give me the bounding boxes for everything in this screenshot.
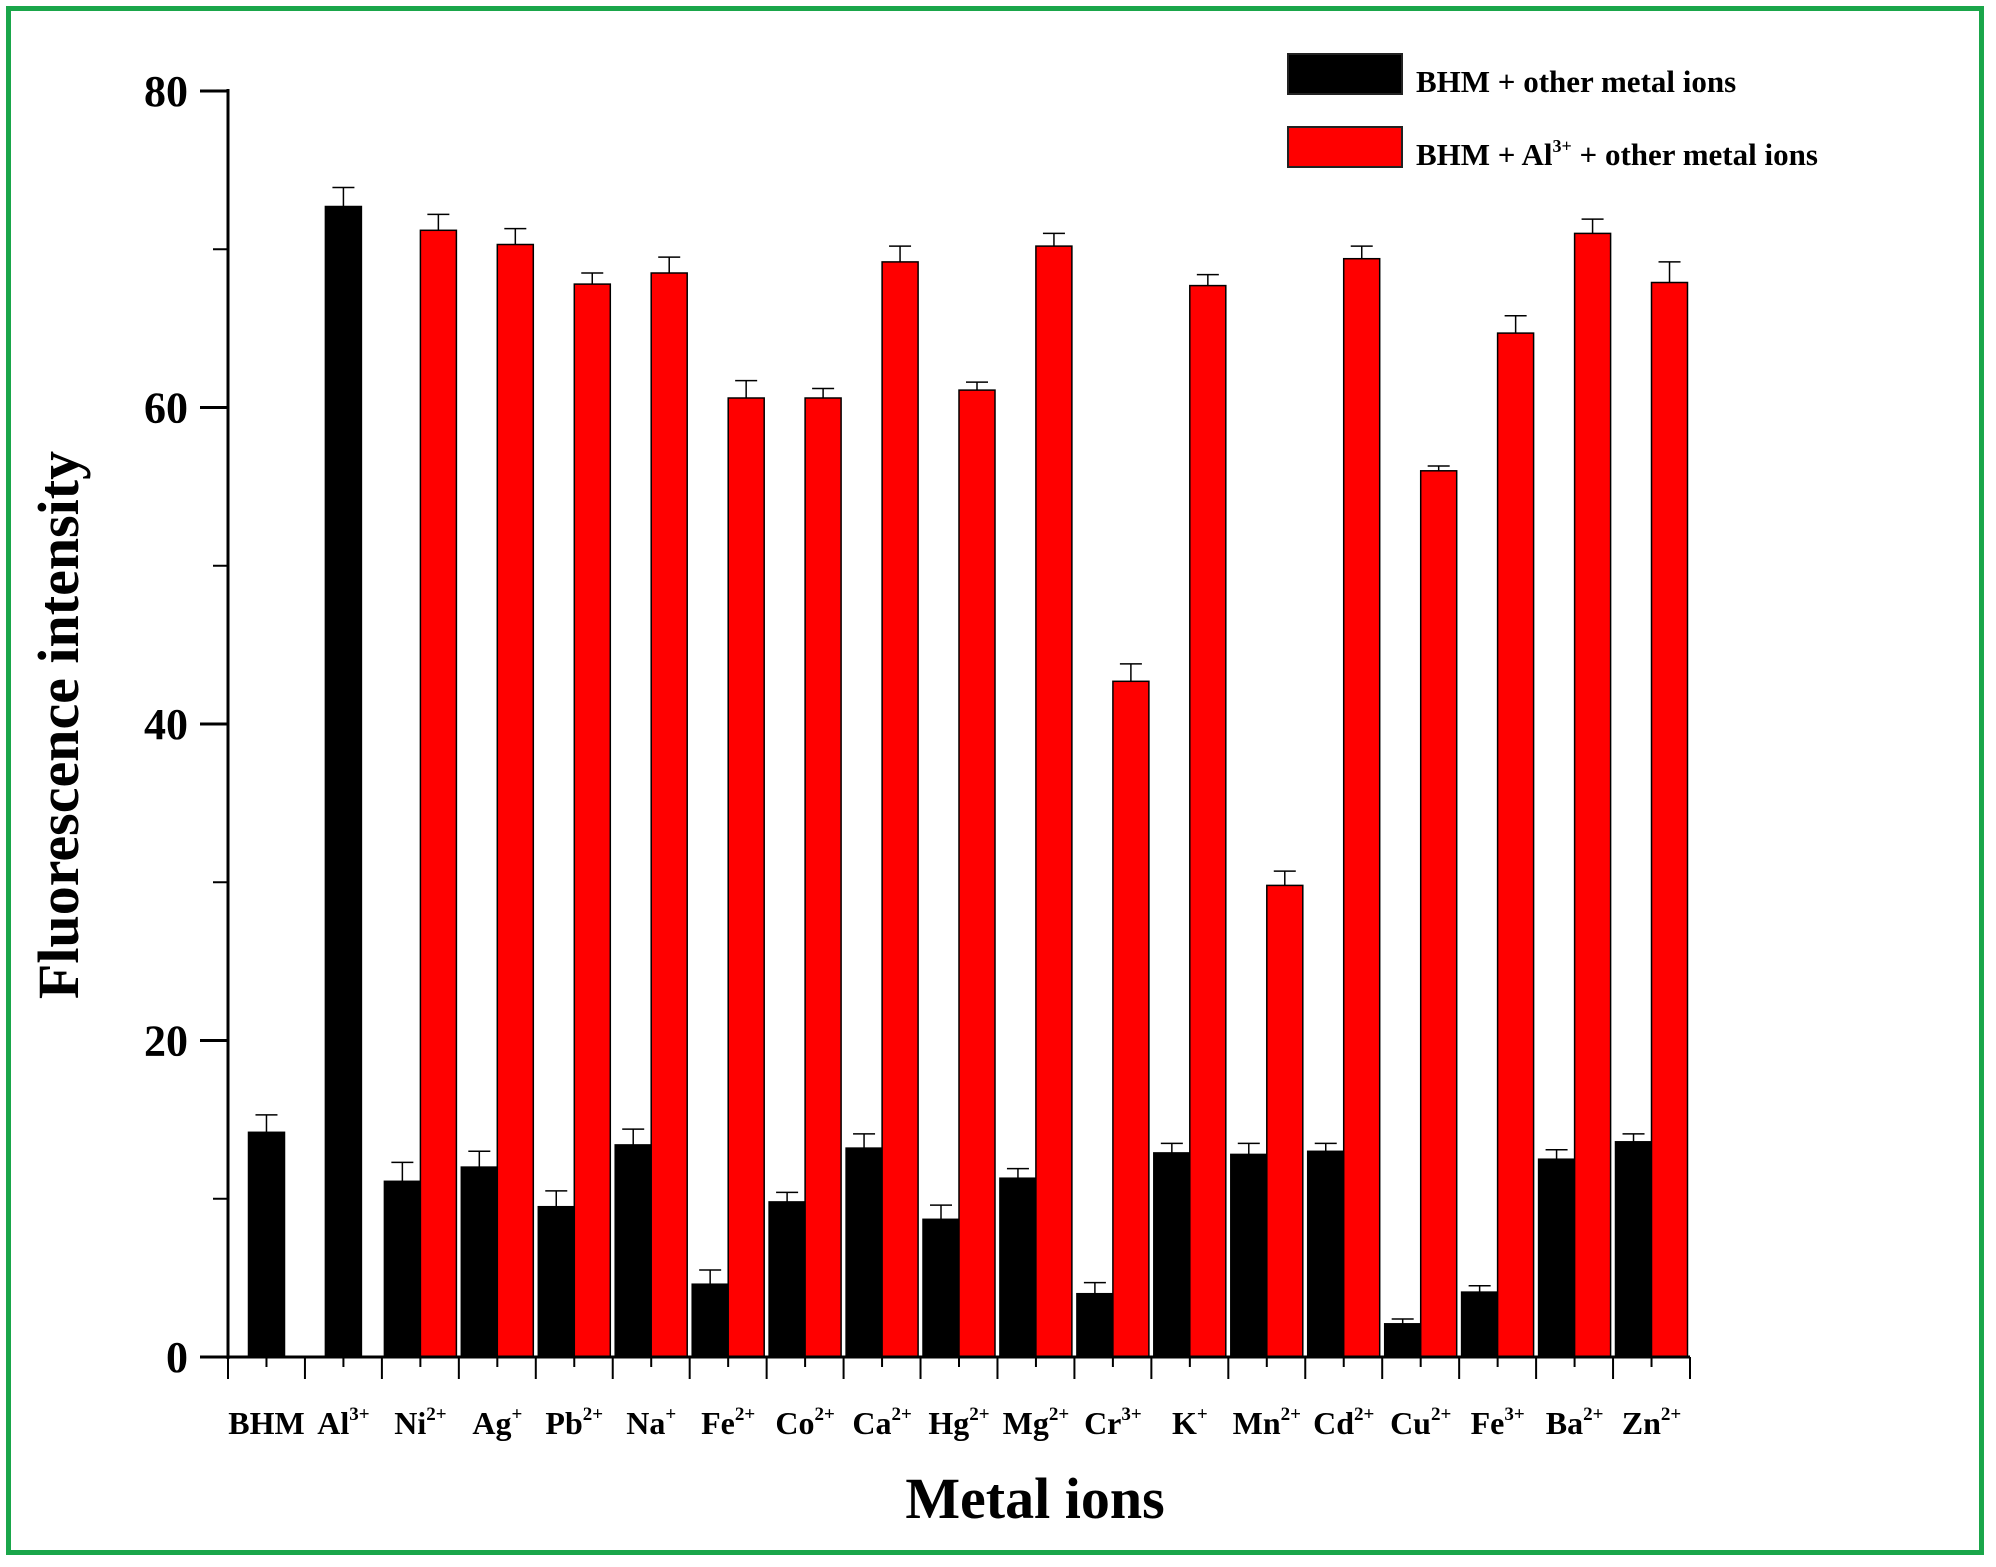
bar	[1266, 884, 1304, 1358]
bar	[845, 1147, 883, 1358]
legend: BHM + other metal ions BHM + Al3+ + othe…	[1287, 53, 1818, 172]
bar	[324, 205, 363, 1358]
bar	[383, 1180, 422, 1358]
bar	[1614, 1141, 1653, 1358]
y-axis-title: Fluorescence intensity	[26, 451, 91, 999]
bar	[1342, 257, 1381, 1358]
x-tick-label: Na+	[626, 1404, 676, 1441]
bar	[1496, 332, 1535, 1358]
bar	[1230, 1153, 1268, 1358]
bar	[727, 397, 765, 1358]
bar	[1650, 281, 1689, 1358]
labels-layer: BHM Al3+ Ni2+ Ag+ Pb2+ Na+ Fe2+ Co2+ Ca2+ Hg2+ Mg2…	[144, 67, 1681, 1441]
x-tick-label: Cu2+	[1390, 1404, 1451, 1441]
bar	[1419, 470, 1458, 1358]
legend-swatch-red	[1287, 126, 1403, 168]
x-tick-label: Ba2+	[1546, 1404, 1604, 1441]
x-tick-label: Ca2+	[852, 1404, 911, 1441]
bar	[1035, 245, 1073, 1358]
bar	[1189, 284, 1227, 1358]
bar	[804, 397, 842, 1358]
y-tick-label: 80	[144, 67, 188, 116]
bar	[1153, 1152, 1191, 1358]
x-tick-label: Al3+	[317, 1404, 369, 1441]
x-tick-label: Co2+	[775, 1404, 834, 1441]
y-tick-label: 20	[144, 1017, 188, 1066]
bar	[419, 229, 458, 1358]
bar	[922, 1218, 960, 1358]
x-tick-label: Cr3+	[1084, 1404, 1142, 1441]
legend-swatch-black	[1287, 53, 1403, 95]
bar	[1306, 1150, 1345, 1358]
y-tick-label: 40	[144, 700, 188, 749]
bar	[650, 272, 688, 1358]
x-tick-label: Zn2+	[1622, 1404, 1681, 1441]
x-axis-title: Metal ions	[905, 1466, 1164, 1531]
x-tick-label: K+	[1172, 1404, 1208, 1441]
bar	[1076, 1292, 1114, 1358]
bar	[537, 1205, 576, 1358]
bar	[881, 261, 919, 1358]
bar	[247, 1131, 286, 1358]
bar	[999, 1177, 1037, 1358]
bar	[573, 283, 612, 1358]
x-tick-label: BHM	[228, 1405, 304, 1441]
legend-label-series-2: BHM + Al3+ + other metal ions	[1416, 136, 1818, 172]
x-tick-label: Fe3+	[1471, 1404, 1525, 1441]
bars-layer	[247, 186, 1689, 1358]
bar	[691, 1283, 729, 1358]
bar	[460, 1166, 499, 1358]
bar	[614, 1144, 652, 1358]
x-tick-label: Cd2+	[1313, 1404, 1374, 1441]
bar	[1112, 680, 1150, 1358]
bar	[1383, 1323, 1422, 1358]
y-tick-label: 0	[166, 1333, 188, 1382]
bar	[768, 1201, 806, 1358]
x-tick-label: Mn2+	[1233, 1404, 1301, 1441]
x-tick-label: Mg2+	[1003, 1404, 1070, 1441]
bar	[1573, 232, 1612, 1358]
bar	[1537, 1158, 1576, 1358]
bar	[496, 243, 535, 1358]
bar	[958, 389, 996, 1358]
x-tick-label: Ag+	[472, 1404, 522, 1441]
axes-layer	[200, 89, 1691, 1379]
y-tick-label: 60	[144, 384, 188, 433]
x-tick-label: Ni2+	[394, 1404, 446, 1441]
bar	[1460, 1291, 1499, 1358]
legend-label-series-1: BHM + other metal ions	[1416, 64, 1736, 99]
x-tick-label: Hg2+	[928, 1404, 989, 1441]
x-tick-label: Fe2+	[701, 1404, 755, 1441]
x-tick-label: Pb2+	[545, 1404, 603, 1441]
